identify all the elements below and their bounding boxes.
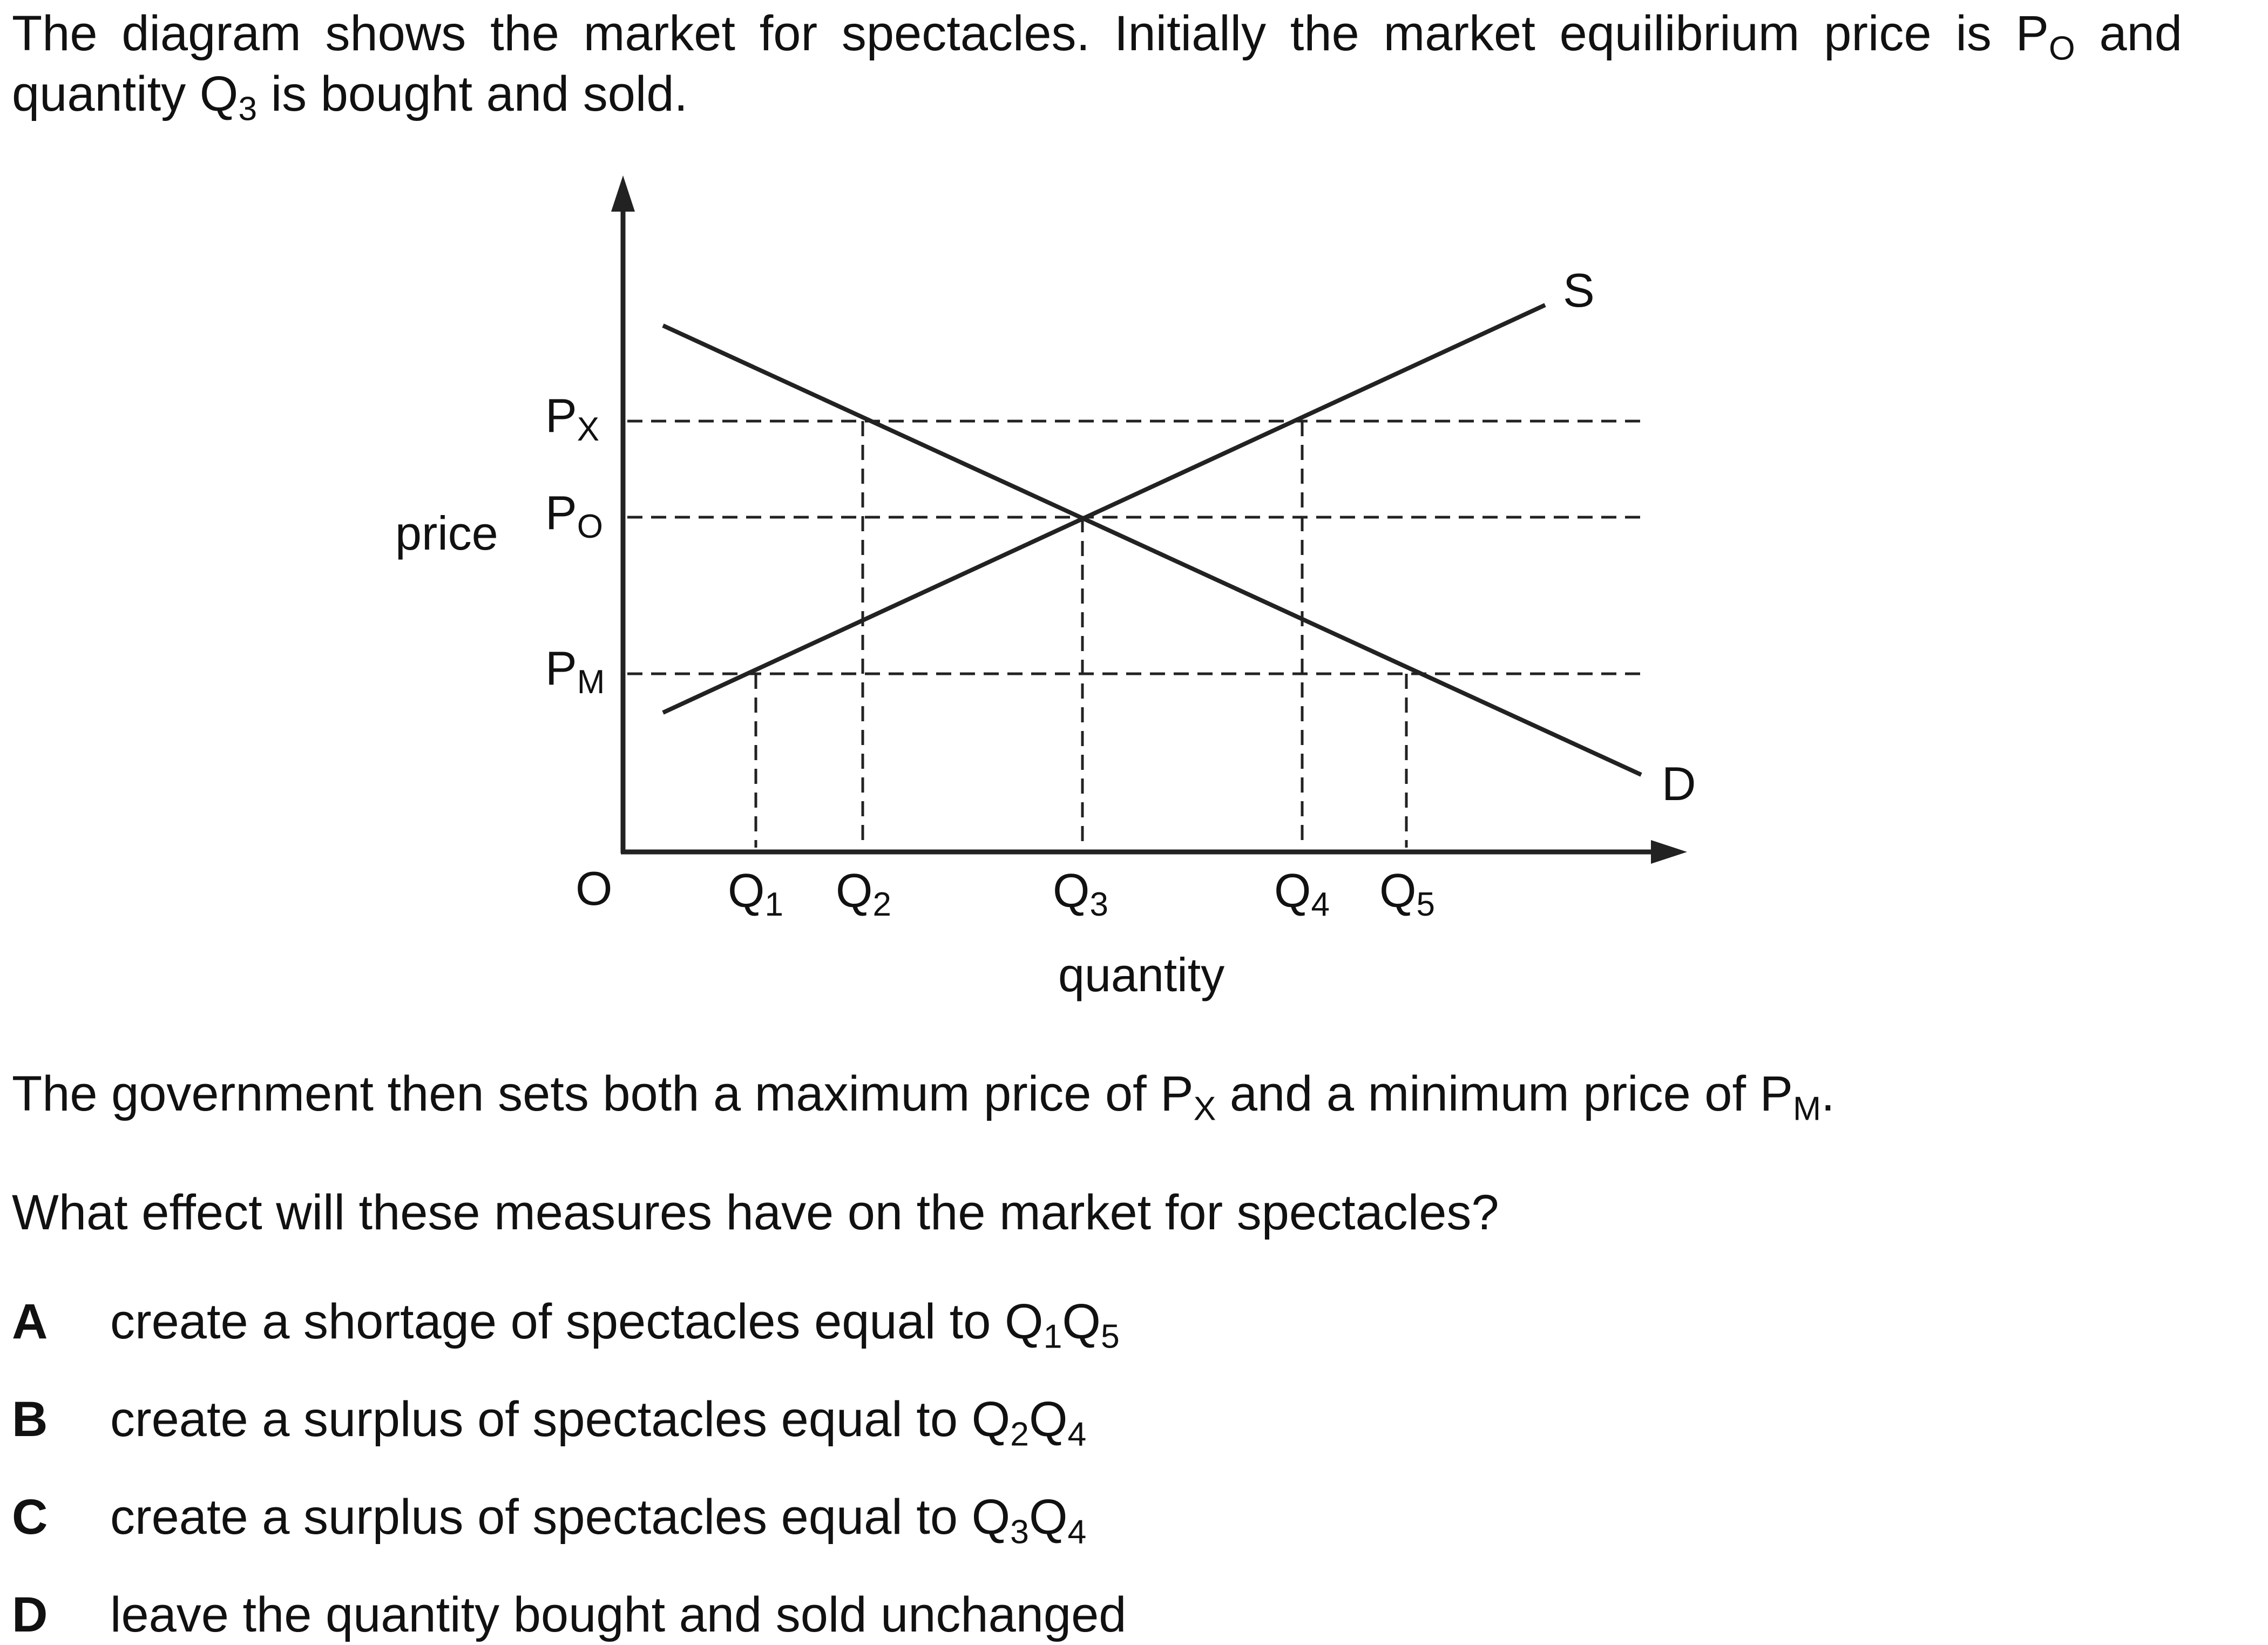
option-text: create a surplus of spectacles equal to … — [110, 1490, 1011, 1545]
option-text: Q — [1028, 1392, 1068, 1447]
option-text: create a shortage of spectacles equal to… — [110, 1294, 1044, 1349]
option-subscript: 3 — [1010, 1513, 1029, 1551]
intro-part: is bought and sold. — [257, 66, 688, 121]
statement-part: and a minimum price of P — [1216, 1066, 1793, 1121]
option-subscript: 5 — [1100, 1317, 1120, 1356]
statement-subscript: X — [1193, 1089, 1216, 1128]
market-diagram: price PX PO PM O Q1 Q2 Q3 Q4 Q5 quantity… — [395, 175, 1696, 1001]
price-label-pm: PM — [545, 641, 605, 701]
quantity-label-q5: Q5 — [1379, 864, 1435, 923]
intro-subscript: 3 — [238, 90, 258, 128]
origin-label: O — [576, 862, 612, 915]
quantity-label-q1: Q1 — [728, 864, 783, 923]
option-subscript: 4 — [1067, 1415, 1087, 1453]
supply-label: S — [1563, 263, 1595, 317]
option-text: create a surplus of spectacles equal to … — [110, 1392, 1011, 1447]
option-letter: B — [12, 1392, 48, 1447]
question-text: What effect will these measures have on … — [12, 1185, 1499, 1240]
statement-part: The government then sets both a maximum … — [12, 1066, 1194, 1121]
quantity-label-q2: Q2 — [836, 864, 891, 923]
x-axis-label: quantity — [1058, 948, 1224, 1001]
option-text: leave the quantity bought and sold uncha… — [110, 1587, 1127, 1642]
option-letter: A — [12, 1294, 48, 1349]
quantity-label-q3: Q3 — [1053, 864, 1108, 923]
option-text: Q — [1062, 1294, 1101, 1349]
demand-curve — [662, 323, 1642, 777]
demand-label: D — [1662, 757, 1696, 810]
statement-subscript: M — [1792, 1089, 1822, 1128]
intro-subscript: O — [2049, 29, 2075, 67]
option-subscript: 4 — [1067, 1513, 1087, 1551]
y-axis-arrowhead — [611, 175, 635, 212]
x-axis-arrowhead — [1651, 840, 1687, 864]
quantity-label-q4: Q4 — [1274, 864, 1330, 923]
option-text: Q — [1028, 1490, 1068, 1545]
supply-curve — [662, 303, 1546, 715]
intro-part: The diagram shows the market for spectac… — [12, 6, 2049, 61]
y-axis-label: price — [395, 506, 498, 560]
option-letter: C — [12, 1490, 48, 1545]
option-subscript: 1 — [1043, 1317, 1062, 1356]
price-label-po: PO — [545, 486, 603, 545]
option-letter: D — [12, 1587, 48, 1642]
policy-statement: The government then sets both a maximum … — [12, 1064, 1835, 1126]
intro-part: and quantity Q — [12, 6, 2182, 121]
option-subscript: 2 — [1010, 1415, 1029, 1453]
price-label-px: PX — [545, 389, 599, 448]
statement-part: . — [1821, 1066, 1835, 1121]
intro-text: The diagram shows the market for spectac… — [12, 3, 2182, 126]
